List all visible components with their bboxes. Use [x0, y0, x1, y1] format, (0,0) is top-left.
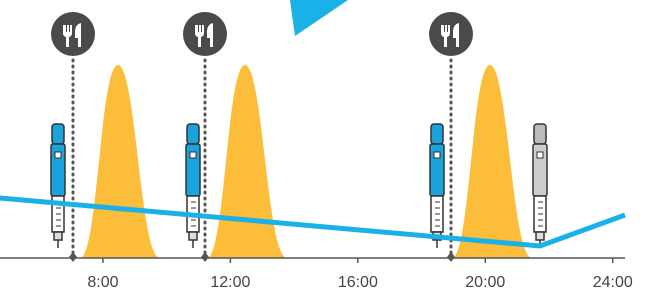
x-tick-label: 12:00	[210, 274, 250, 291]
glucose-peak	[207, 65, 287, 258]
x-tick-label: 20:00	[465, 274, 505, 291]
meal-icon	[429, 12, 473, 56]
page: 8:0012:0016:0020:0024:00 (() => { const …	[0, 0, 651, 295]
glucose-peak	[452, 65, 532, 258]
insulin-pen	[51, 124, 65, 248]
insulin-pen	[430, 124, 444, 248]
meal-icon	[183, 12, 227, 56]
x-tick-label: 8:00	[87, 274, 118, 291]
x-tick-label: 16:00	[338, 274, 378, 291]
chart: 8:00 12:00 16:00 20:00 24:00	[0, 0, 651, 295]
pointer-triangle	[290, 0, 348, 36]
x-tick-label: 24:00	[593, 274, 633, 291]
meal-icon	[51, 12, 95, 56]
insulin-pen	[533, 124, 547, 248]
insulin-pen	[186, 124, 200, 248]
glucose-peak	[80, 65, 160, 258]
